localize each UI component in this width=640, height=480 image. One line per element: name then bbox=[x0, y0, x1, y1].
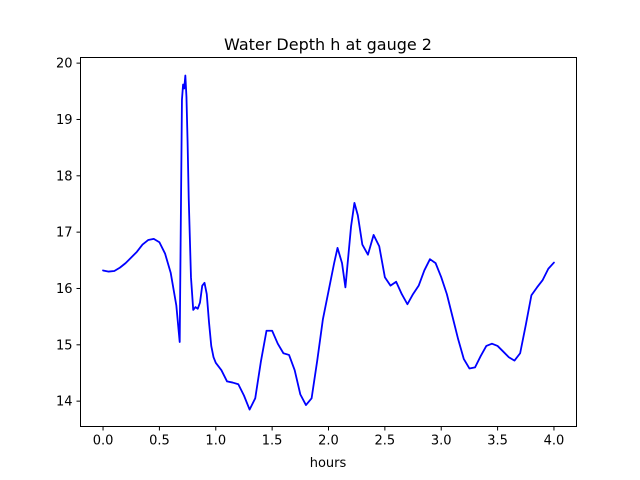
x-tick-label: 3.0 bbox=[431, 434, 452, 449]
x-tick-label: 2.5 bbox=[375, 434, 396, 449]
x-axis-title: hours bbox=[310, 456, 347, 471]
x-tick-label: 0.5 bbox=[149, 434, 170, 449]
y-tick-label: 20 bbox=[56, 57, 73, 72]
x-tick-label: 1.0 bbox=[205, 434, 226, 449]
series-line bbox=[102, 74, 555, 411]
x-tick-label: 1.5 bbox=[262, 434, 283, 449]
y-axis-ticks: 14 15 16 17 18 19 20 bbox=[56, 57, 81, 410]
y-tick-label: 19 bbox=[56, 113, 73, 128]
y-tick-label: 14 bbox=[56, 395, 73, 410]
y-tick-label: 17 bbox=[56, 226, 73, 241]
x-tick-label: 0.0 bbox=[93, 434, 114, 449]
x-tick-label: 2.0 bbox=[318, 434, 339, 449]
y-tick-label: 15 bbox=[56, 338, 73, 353]
plot-frame bbox=[80, 57, 577, 427]
chart-title: Water Depth h at gauge 2 bbox=[224, 35, 432, 54]
x-tick-label: 4.0 bbox=[544, 434, 565, 449]
y-tick-label: 18 bbox=[56, 169, 73, 184]
series-layer bbox=[102, 74, 555, 411]
x-axis-ticks: 0.0 0.5 1.0 1.5 2.0 2.5 3.0 3.5 4.0 bbox=[93, 426, 565, 449]
y-tick-label: 16 bbox=[56, 282, 73, 297]
x-tick-label: 3.5 bbox=[487, 434, 508, 449]
